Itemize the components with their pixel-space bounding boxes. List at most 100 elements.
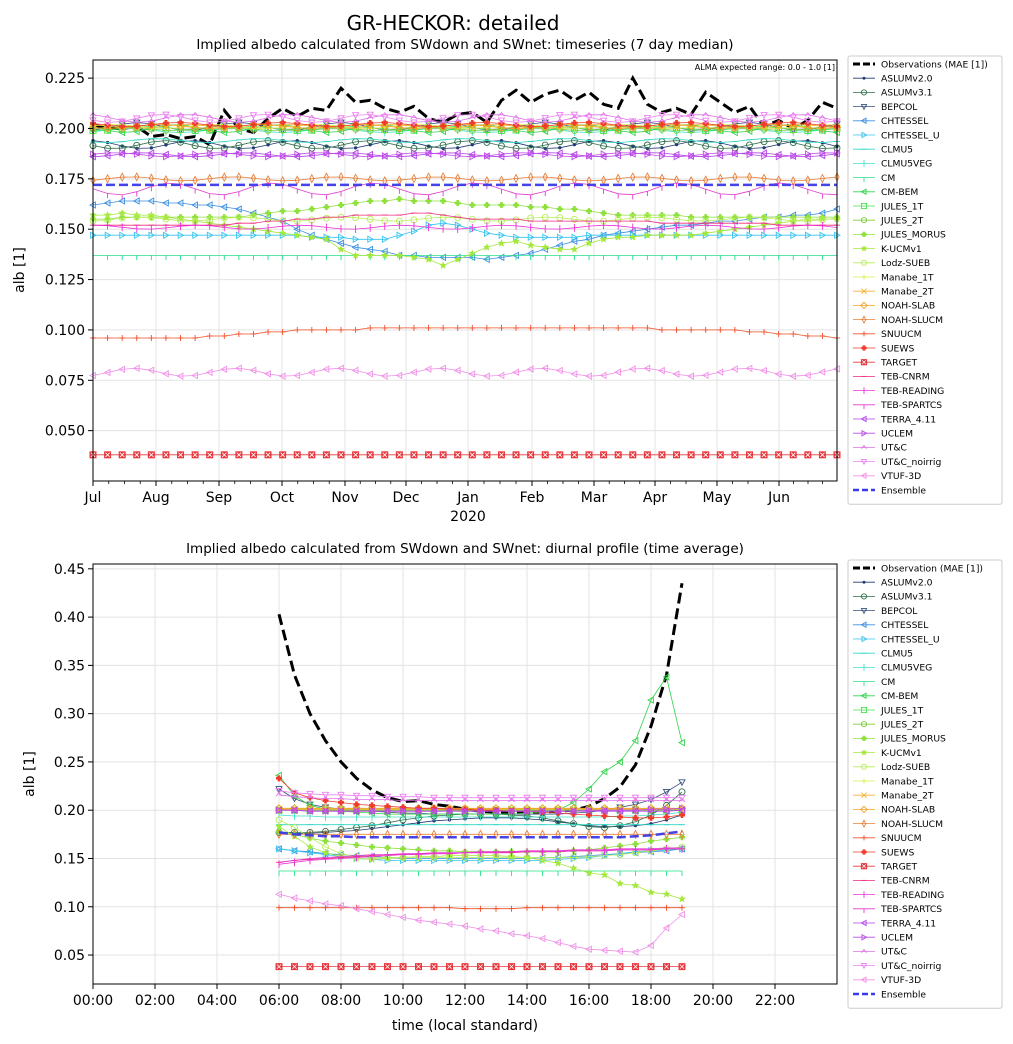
data-point — [305, 842, 315, 851]
legend-marker — [860, 459, 868, 466]
legend-entry-chtessel-u: CHTESSEL_U — [853, 130, 940, 141]
data-point — [731, 451, 739, 459]
data-point — [687, 114, 695, 122]
data-point — [366, 111, 374, 119]
data-point — [338, 829, 344, 840]
data-point — [409, 124, 419, 133]
data-point — [615, 324, 622, 331]
data-point — [569, 863, 578, 872]
data-point — [761, 328, 768, 335]
data-point — [556, 152, 564, 160]
legend-entry-manabe-1t: Manabe_1T — [853, 272, 934, 283]
data-point — [235, 451, 243, 459]
data-point — [601, 904, 608, 911]
legend-entry-aslumv3-1: ASLUMv3.1 — [853, 88, 932, 99]
legend-label: JULES_MORUS — [880, 734, 946, 745]
y-tick-label: 0.15 — [54, 851, 85, 867]
data-point — [380, 251, 389, 259]
data-point — [468, 114, 476, 120]
data-point — [445, 794, 454, 802]
data-point — [805, 175, 811, 185]
data-point — [276, 775, 282, 782]
data-point — [803, 123, 813, 133]
legend-label: JULES_2T — [880, 720, 924, 731]
data-point — [662, 924, 670, 932]
data-point — [293, 371, 301, 380]
data-point — [353, 146, 358, 150]
data-point — [570, 215, 578, 223]
data-point — [415, 904, 422, 911]
data-point — [678, 788, 686, 796]
legend-marker — [861, 948, 867, 953]
data-point — [762, 146, 766, 150]
data-point — [484, 152, 491, 160]
legend-label: SNUUCM — [881, 329, 922, 340]
data-point — [352, 200, 359, 207]
data-point — [323, 204, 330, 211]
data-point — [717, 173, 723, 184]
data-point — [541, 451, 549, 459]
data-point — [688, 326, 695, 333]
data-point — [366, 137, 374, 145]
data-point — [570, 137, 578, 145]
data-point — [818, 451, 826, 459]
data-point — [338, 123, 344, 130]
series-line — [92, 140, 838, 149]
legend-entry-uclem: UCLEM — [853, 429, 913, 440]
data-point — [687, 372, 694, 380]
y-tick-label: 0.100 — [45, 323, 85, 339]
data-point — [440, 123, 447, 130]
data-point — [775, 114, 782, 120]
data-point — [307, 848, 314, 857]
data-point — [395, 123, 404, 132]
data-point — [632, 963, 639, 971]
data-point — [119, 149, 127, 157]
data-point — [527, 149, 535, 157]
data-point — [586, 208, 592, 215]
data-point — [616, 797, 624, 803]
data-point — [585, 797, 593, 803]
data-point — [493, 807, 500, 815]
x-tick-label: Jun — [767, 490, 790, 506]
legend-marker — [860, 963, 868, 970]
y-tick-label: 0.35 — [54, 658, 85, 674]
data-point — [557, 173, 563, 184]
legend-marker — [860, 202, 868, 210]
data-point — [461, 922, 468, 930]
chart-timeseries-title: Implied albedo calculated from SWdown an… — [196, 37, 733, 53]
series-target — [275, 963, 686, 971]
data-point — [761, 173, 767, 184]
data-point — [177, 152, 185, 160]
data-point — [368, 907, 375, 916]
data-point — [295, 138, 299, 143]
data-point — [395, 142, 403, 150]
data-point — [804, 142, 812, 150]
series-line — [92, 138, 838, 144]
data-point — [600, 142, 608, 150]
data-point — [648, 904, 654, 911]
data-point — [673, 152, 681, 161]
legend-label: JULES_MORUS — [880, 230, 946, 241]
chart-diurnal: Implied albedo calculated from SWdown an… — [22, 541, 1003, 1034]
data-point — [440, 172, 446, 182]
legend-entry-terra-4-11: TERRA_4.11 — [853, 414, 936, 425]
legend-marker — [860, 919, 867, 927]
data-point — [462, 856, 469, 865]
data-point — [569, 942, 577, 951]
data-point — [585, 451, 593, 459]
data-point — [430, 794, 438, 802]
data-point — [425, 149, 433, 157]
legend-marker — [860, 608, 868, 615]
data-point — [207, 173, 213, 184]
data-point — [322, 451, 330, 459]
data-point — [508, 807, 516, 815]
data-point — [702, 451, 710, 459]
data-point — [104, 451, 112, 459]
data-point — [526, 240, 535, 249]
data-point — [338, 326, 344, 333]
data-point — [511, 124, 521, 133]
data-point — [251, 146, 256, 150]
data-point — [162, 115, 170, 120]
data-point — [673, 119, 680, 126]
data-point — [415, 797, 422, 803]
